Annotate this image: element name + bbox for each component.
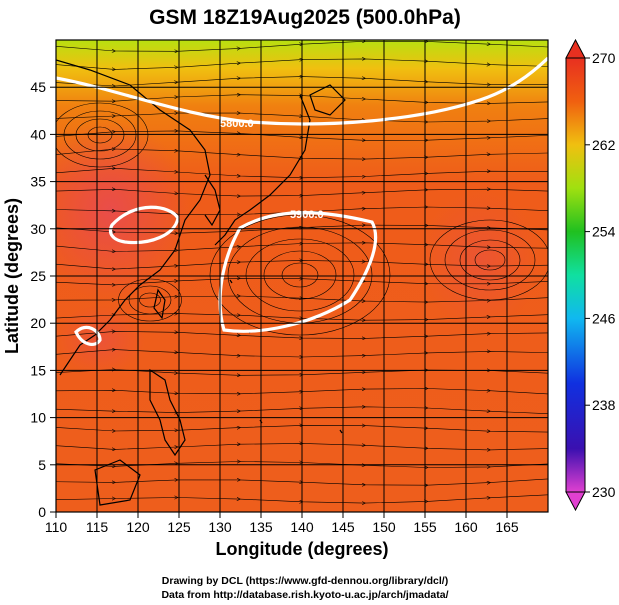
y-tick-label: 20	[30, 315, 46, 331]
x-tick-label: 115	[86, 519, 109, 535]
streamline-vortex	[56, 102, 149, 168]
warm-region-east	[420, 190, 540, 330]
streamline-vortex	[245, 238, 355, 312]
y-tick-label: 40	[30, 126, 46, 142]
streamline-vortex	[75, 118, 125, 152]
y-tick-label: 45	[30, 79, 46, 95]
x-tick-label: 140	[290, 519, 314, 535]
credit-drawing: Drawing by DCL (https://www.gfd-dennou.o…	[162, 575, 448, 587]
streamline-vortex	[139, 292, 161, 308]
streamline-vortex	[444, 229, 536, 291]
streamline-vortex	[281, 262, 319, 288]
colorbar-bottom-arrow	[565, 491, 586, 512]
credit-data-source: Data from http://database.rish.kyoto-u.a…	[161, 589, 448, 601]
colorbar: 270 262 254 246 238 230	[565, 38, 616, 512]
streamline-vortex	[474, 249, 506, 271]
streamline-vortex	[87, 126, 113, 144]
streamline-vortex	[209, 214, 391, 336]
coast-asia-mainland	[56, 59, 211, 376]
x-tick-label: 150	[372, 519, 396, 535]
colorbar-tick-label: 238	[592, 397, 616, 413]
y-tick-label: 35	[30, 174, 46, 190]
contour-label-5900: 5900.0	[290, 209, 324, 221]
y-axis-label: Latitude (degrees)	[2, 198, 22, 354]
streamline-vortex	[118, 278, 182, 322]
x-tick-label: 110	[45, 519, 68, 535]
coast-philippines	[149, 368, 186, 457]
y-ticks: 0 5 10 15 20 25 30 35 40 45	[30, 79, 56, 520]
colorbar-tick-label: 230	[592, 484, 616, 500]
colorbar-tick-label: 270	[592, 50, 616, 66]
streamline-vortex	[128, 285, 172, 315]
x-tick-label: 165	[495, 519, 519, 535]
y-tick-label: 25	[30, 268, 46, 284]
y-tick-label: 15	[30, 362, 46, 378]
chart-title: GSM 18Z19Aug2025 (500.0hPa)	[149, 6, 461, 29]
y-tick-label: 5	[38, 457, 46, 473]
x-tick-label: 120	[126, 519, 150, 535]
x-tick-label: 145	[331, 519, 355, 535]
x-axis-label: Longitude (degrees)	[215, 539, 388, 559]
x-tick-label: 135	[249, 519, 273, 535]
coast-borneo	[94, 459, 141, 506]
x-tick-label: 125	[167, 519, 191, 535]
contour-label-5800: 5800.0	[220, 118, 254, 130]
streamline-vortex	[263, 250, 337, 300]
colorbar-tick-label: 246	[592, 310, 616, 326]
contour-5900-west	[108, 205, 180, 245]
x-tick-label: 160	[454, 519, 478, 535]
colorbar-tick-label: 254	[592, 224, 616, 240]
x-tick-label: 130	[208, 519, 232, 535]
x-ticks: 110 115 120 125 130 135 140 145 150 155 160 165	[45, 512, 519, 535]
colorbar-ticks: 270 262 254 246 238 230	[585, 50, 616, 500]
gridlines	[56, 40, 548, 512]
coast-japan	[214, 94, 311, 246]
streamline-vortex	[63, 110, 137, 160]
colorbar-tick-label: 262	[592, 137, 616, 153]
y-tick-label: 10	[30, 410, 46, 426]
colorbar-scale	[565, 57, 586, 493]
streamline-vortex	[429, 219, 548, 301]
coast-hokkaido	[309, 84, 346, 116]
colorbar-top-arrow	[565, 38, 586, 59]
contour-5800-line	[56, 56, 548, 126]
x-tick-label: 155	[413, 519, 437, 535]
contour-5900-south	[74, 325, 102, 346]
y-tick-label: 30	[30, 221, 46, 237]
coast-taiwan	[153, 288, 166, 320]
streamline-vortex	[459, 239, 521, 281]
y-tick-label: 0	[38, 504, 46, 520]
plot-area: 5800.0 5900.0	[56, 40, 548, 512]
